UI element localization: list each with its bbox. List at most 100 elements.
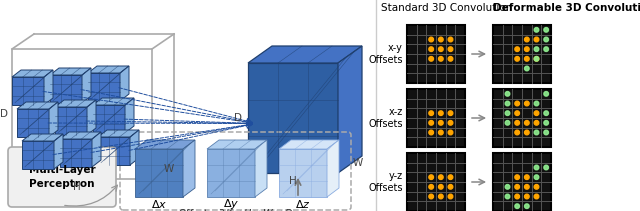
Circle shape — [544, 47, 548, 51]
Circle shape — [438, 185, 443, 189]
Circle shape — [438, 47, 443, 51]
Polygon shape — [50, 68, 91, 75]
Polygon shape — [87, 100, 96, 135]
Text: x-z
Offsets: x-z Offsets — [369, 107, 403, 129]
Polygon shape — [82, 68, 91, 103]
Polygon shape — [98, 130, 139, 137]
Text: $\Delta x$: $\Delta x$ — [151, 198, 167, 210]
Circle shape — [429, 120, 433, 125]
Circle shape — [515, 120, 520, 125]
Text: H: H — [289, 176, 297, 186]
Circle shape — [525, 194, 529, 199]
Polygon shape — [92, 132, 101, 167]
Circle shape — [429, 47, 433, 51]
Text: H: H — [73, 182, 81, 192]
Polygon shape — [338, 46, 362, 173]
Circle shape — [448, 175, 453, 180]
Circle shape — [534, 130, 539, 135]
Circle shape — [505, 185, 510, 189]
Polygon shape — [17, 102, 58, 109]
Polygon shape — [135, 149, 183, 197]
Polygon shape — [207, 140, 267, 149]
Circle shape — [429, 130, 433, 135]
Circle shape — [534, 57, 539, 61]
Text: x-y
Offsets: x-y Offsets — [369, 43, 403, 65]
Text: D: D — [0, 109, 8, 119]
Polygon shape — [279, 140, 339, 149]
Polygon shape — [93, 98, 134, 105]
Polygon shape — [125, 98, 134, 133]
Text: $\Delta y$: $\Delta y$ — [223, 197, 239, 211]
Circle shape — [544, 130, 548, 135]
Circle shape — [515, 47, 520, 51]
Circle shape — [505, 194, 510, 199]
Circle shape — [544, 27, 548, 32]
Polygon shape — [120, 66, 129, 101]
Circle shape — [525, 175, 529, 180]
Circle shape — [438, 120, 443, 125]
Circle shape — [544, 111, 548, 115]
Polygon shape — [54, 134, 63, 169]
Circle shape — [534, 111, 539, 115]
Circle shape — [448, 111, 453, 115]
Circle shape — [438, 37, 443, 42]
Polygon shape — [207, 149, 255, 197]
Text: $\Delta z$: $\Delta z$ — [295, 198, 311, 210]
Circle shape — [515, 204, 520, 208]
Circle shape — [448, 185, 453, 189]
Circle shape — [438, 130, 443, 135]
Circle shape — [448, 130, 453, 135]
Circle shape — [544, 92, 548, 96]
Circle shape — [448, 47, 453, 51]
Polygon shape — [22, 134, 63, 141]
Text: W: W — [353, 157, 363, 168]
Circle shape — [544, 120, 548, 125]
Circle shape — [534, 47, 539, 51]
Circle shape — [438, 194, 443, 199]
Circle shape — [534, 185, 539, 189]
Circle shape — [429, 185, 433, 189]
Circle shape — [515, 130, 520, 135]
Bar — [493, 89, 551, 147]
Circle shape — [438, 57, 443, 61]
Circle shape — [525, 204, 529, 208]
Bar — [407, 25, 465, 83]
Circle shape — [429, 175, 433, 180]
Circle shape — [438, 175, 443, 180]
Circle shape — [525, 37, 529, 42]
Text: Standard 3D Convolution: Standard 3D Convolution — [381, 3, 513, 13]
Polygon shape — [88, 73, 120, 101]
Text: Deformable 3D Convolution: Deformable 3D Convolution — [493, 3, 640, 13]
Polygon shape — [17, 109, 49, 137]
Circle shape — [525, 120, 529, 125]
Polygon shape — [44, 70, 53, 105]
Bar — [493, 25, 551, 83]
Bar — [493, 153, 551, 211]
Polygon shape — [255, 140, 267, 197]
Circle shape — [448, 120, 453, 125]
Polygon shape — [49, 102, 58, 137]
Circle shape — [505, 111, 510, 115]
Circle shape — [525, 101, 529, 106]
Circle shape — [448, 57, 453, 61]
Circle shape — [515, 101, 520, 106]
Circle shape — [534, 120, 539, 125]
Polygon shape — [98, 137, 130, 165]
Text: W: W — [164, 165, 174, 174]
Circle shape — [544, 37, 548, 42]
Bar — [407, 153, 465, 211]
Circle shape — [534, 175, 539, 180]
Circle shape — [505, 92, 510, 96]
Polygon shape — [12, 70, 53, 77]
Circle shape — [525, 66, 529, 71]
Polygon shape — [248, 63, 338, 173]
Circle shape — [429, 37, 433, 42]
Bar — [407, 89, 465, 147]
Polygon shape — [130, 130, 139, 165]
Polygon shape — [135, 140, 195, 149]
Circle shape — [525, 185, 529, 189]
Polygon shape — [50, 75, 82, 103]
Polygon shape — [55, 107, 87, 135]
Text: D: D — [234, 113, 242, 123]
Circle shape — [515, 194, 520, 199]
